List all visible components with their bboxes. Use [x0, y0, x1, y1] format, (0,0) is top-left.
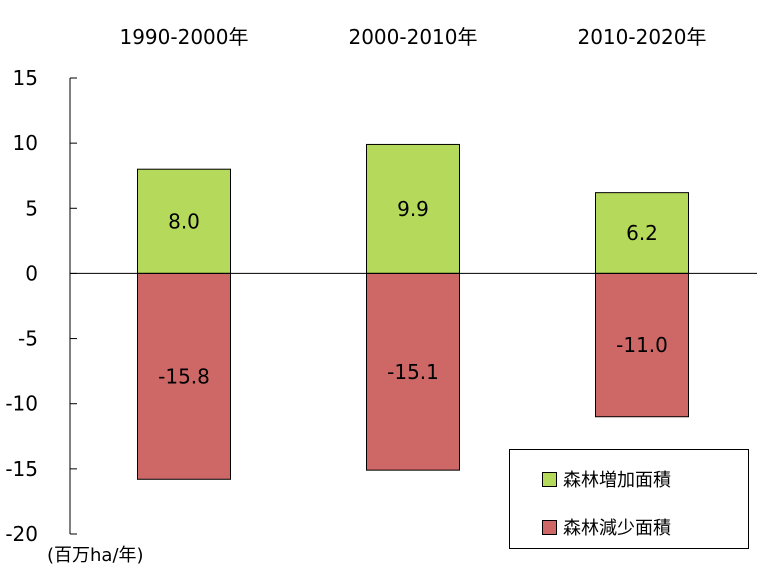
category-labels: 1990-2000年 2000-2010年 2010-2020年: [119, 25, 706, 49]
data-label-decrease: -15.8: [158, 364, 210, 388]
y-tick-label: -15: [5, 457, 38, 481]
legend: 森林増加面積 森林減少面積: [509, 449, 749, 549]
data-label-increase: 8.0: [168, 209, 200, 233]
legend-label-decrease: 森林減少面積: [563, 518, 671, 539]
data-label-decrease: -11.0: [616, 333, 668, 357]
bar-decrease: [366, 272, 460, 471]
y-axis: 15 10 5 0 -5 -10 -15 -20: [5, 66, 77, 546]
bar-increase: [137, 168, 231, 274]
y-axis-unit-label: (百万ha/年): [47, 545, 144, 566]
category-label: 1990-2000年: [119, 25, 248, 49]
y-tick-label: 10: [13, 131, 38, 155]
data-label-decrease: -15.1: [387, 360, 439, 384]
legend-label-increase: 森林増加面積: [563, 470, 671, 491]
legend-swatch-increase: [542, 471, 557, 487]
y-tick-label: 0: [25, 261, 38, 285]
y-tick-label: -10: [5, 392, 38, 416]
category-label: 2000-2010年: [348, 25, 477, 49]
bar-increase: [366, 143, 460, 274]
y-tick-label: 5: [25, 196, 38, 220]
y-tick-label: -5: [18, 327, 38, 351]
legend-swatch-decrease: [542, 519, 557, 535]
data-label-increase: 6.2: [626, 221, 658, 245]
data-label-increase: 9.9: [397, 197, 429, 221]
bars: 8.0 9.9 6.2 -15.8 -15.1 -11.0: [70, 143, 757, 480]
bar-decrease: [595, 272, 689, 418]
category-label: 2010-2020年: [577, 25, 706, 49]
y-tick-label: 15: [13, 66, 38, 90]
legend-item-increase: 森林増加面積: [542, 466, 671, 492]
y-tick-label: -20: [5, 522, 38, 546]
bar-decrease: [137, 272, 231, 480]
bar-increase: [595, 192, 689, 274]
legend-item-decrease: 森林減少面積: [542, 514, 671, 540]
